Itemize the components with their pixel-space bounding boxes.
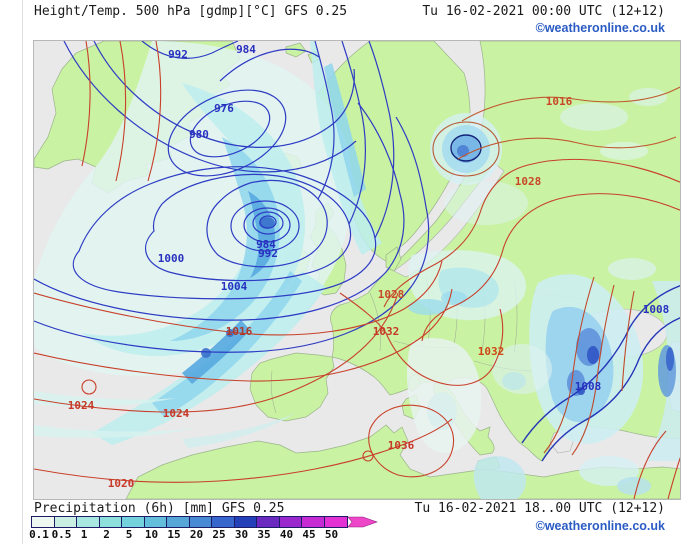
legend-scale-value: 35 [257,528,271,541]
legend-arrow [348,516,378,528]
contour-label: 984 [256,238,276,251]
legend-scale-labels: 0.1 0.5 1 2 5 10 15 20 25 30 35 40 45 50 [29,528,391,542]
legend-scale-value: 0.5 [51,528,72,541]
legend-scale-value: 40 [279,528,294,541]
legend-segment [257,517,280,527]
legend-segment [77,517,100,527]
legend-scale-value: 0.1 [29,528,49,541]
legend-segment [144,517,167,527]
contour-label: 1020 [108,477,135,490]
contours-low-layer [34,41,680,462]
contour-labels-layer: 992 9849769801000984992100410081008101610… [68,43,670,490]
legend-segment [234,517,257,527]
legend-segment [324,517,347,527]
legend-segment [99,517,122,527]
page-left-rule [22,0,23,544]
legend-segment [32,517,55,527]
contour-label: 980 [189,128,209,141]
contour-label: 1024 [163,407,190,420]
precipitation-legend: 0.1 0.5 1 2 5 10 15 20 25 30 35 40 45 50 [29,516,391,544]
legend-scale-value: 5 [125,528,133,541]
legend-datetime: Tu 16-02-2021 18..00 UTC (12+12) [414,501,665,516]
contour-label: 992 [258,247,278,260]
legend-scale-value: 25 [212,528,226,541]
weather-map[interactable]: 992 984 976 980 1000 984 992 1004 1008 1008 1016 10… [33,40,681,500]
legend-segment [189,517,212,527]
legend-scale-value: 2 [103,528,110,541]
map-datetime: Tu 16-02-2021 00:00 UTC (12+12) [422,4,665,19]
contour-label: 1008 [643,303,670,316]
legend-scale-value: 20 [189,528,204,541]
legend-segment [122,517,145,527]
legend-scale-value: 1 [80,528,88,541]
legend-colorbar [31,516,348,528]
contour-label: 1004 [221,280,248,293]
copyright-link-bottom[interactable]: ©weatheronline.co.uk [535,519,665,533]
contour-label: 1016 [546,95,573,108]
legend-segment [167,517,190,527]
legend-scale-value: 15 [167,528,181,541]
legend-scale-value: 10 [144,528,159,541]
precipitation-layer [34,41,680,499]
legend-segment [54,517,77,527]
contour-label: 992 [168,48,188,61]
map-title: Height/Temp. 500 hPa [gdmp][°C] GFS 0.25 [34,4,348,19]
contours-high-layer [34,41,680,499]
map-svg: 992 9849769801000984992100410081008101610… [34,41,680,499]
contour-label: 1024 [68,399,95,412]
contour-label: 1036 [388,439,415,452]
contour-label: 984 [236,43,256,56]
legend-segment [302,517,325,527]
legend-segment [212,517,235,527]
contour-label: 1028 [515,175,542,188]
contour-label: 1008 [575,380,602,393]
legend-title: Precipitation (6h) [mm] GFS 0.25 [34,501,285,516]
contour-label: 1028 [378,288,405,301]
contour-label: 976 [214,102,234,115]
legend-segment [279,517,302,527]
contour-label: 1032 [478,345,505,358]
legend-scale-value: 45 [302,528,316,541]
copyright-link-top[interactable]: ©weatheronline.co.uk [535,21,665,35]
contour-label: 1000 [158,252,185,265]
legend-scale-value: 50 [324,528,339,541]
contour-label: 1032 [373,325,400,338]
contour-label: 1016 [226,325,253,338]
legend-scale-value: 30 [234,528,249,541]
